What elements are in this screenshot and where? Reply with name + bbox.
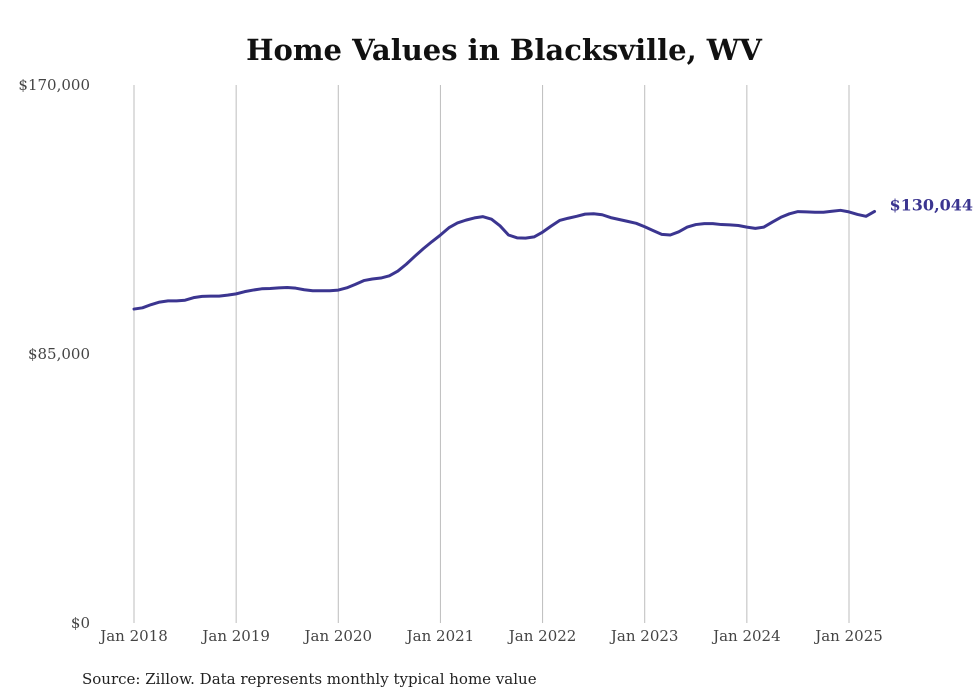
chart-title: Home Values in Blacksville, WV: [246, 33, 762, 67]
x-tick-label-1: Jan 2019: [200, 627, 270, 645]
x-tick-label-6: Jan 2024: [711, 627, 781, 645]
end-value-label: $130,044: [890, 195, 974, 214]
x-tick-label-4: Jan 2022: [507, 627, 577, 645]
source-note: Source: Zillow. Data represents monthly …: [82, 670, 537, 688]
series-line-home-value: [132, 208, 877, 311]
y-tick-label-1: $85,000: [28, 345, 90, 363]
x-tick-label-2: Jan 2020: [303, 627, 373, 645]
y-axis-ticks: $0 $85,000 $170,000: [18, 76, 90, 632]
x-tick-label-0: Jan 2018: [98, 627, 168, 645]
x-axis-ticks: Jan 2018 Jan 2019 Jan 2020 Jan 2021 Jan 2022…: [98, 627, 883, 645]
x-tick-label-7: Jan 2025: [813, 627, 883, 645]
gridlines: [133, 85, 850, 623]
x-tick-label-3: Jan 2021: [405, 627, 475, 645]
y-tick-label-0: $0: [71, 614, 90, 632]
y-tick-label-2: $170,000: [18, 76, 90, 94]
x-tick-label-5: Jan 2023: [609, 627, 679, 645]
